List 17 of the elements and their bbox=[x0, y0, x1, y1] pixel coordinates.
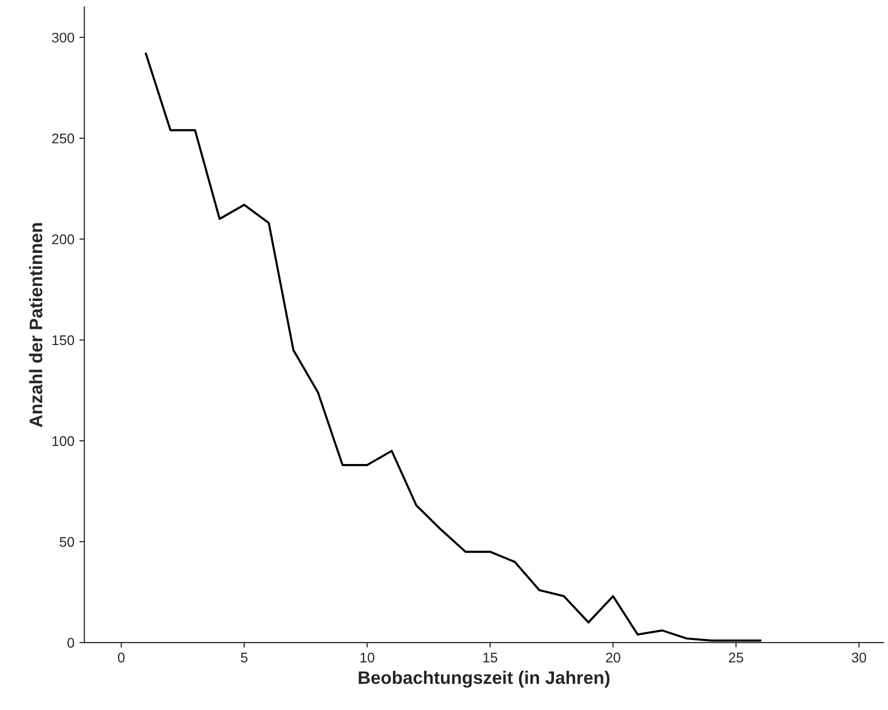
y-tick-label: 100 bbox=[52, 436, 74, 446]
line-series bbox=[144, 52, 762, 642]
y-tick-label: 0 bbox=[67, 638, 74, 648]
y-tick-label: 50 bbox=[60, 537, 74, 547]
x-tick-label: 20 bbox=[606, 652, 620, 662]
y-axis-title: Anzahl der Patientinnen bbox=[29, 223, 42, 428]
x-tick-label: 25 bbox=[728, 652, 744, 662]
x-tick-label: 0 bbox=[118, 652, 125, 662]
x-tick-label: 15 bbox=[483, 652, 498, 662]
x-tick-label: 30 bbox=[852, 652, 866, 662]
x-tick-label: 10 bbox=[360, 652, 374, 662]
y-tick-label: 300 bbox=[52, 32, 74, 43]
x-tick-label: 5 bbox=[240, 652, 248, 662]
y-tick-label: 250 bbox=[52, 134, 74, 144]
y-tick-label: 150 bbox=[52, 335, 74, 346]
y-tick-label: 200 bbox=[52, 234, 74, 244]
x-axis-title: Beobachtungszeit (in Jahren) bbox=[358, 670, 610, 688]
